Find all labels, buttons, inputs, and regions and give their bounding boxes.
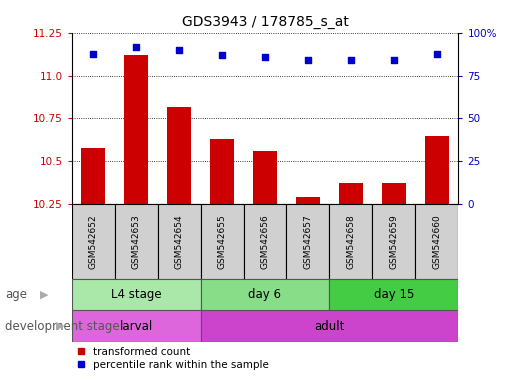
Bar xyxy=(287,204,330,279)
Point xyxy=(132,44,140,50)
Text: GSM542658: GSM542658 xyxy=(347,214,356,269)
Text: GSM542655: GSM542655 xyxy=(217,214,226,269)
Bar xyxy=(425,136,449,204)
Text: development stage: development stage xyxy=(5,319,120,333)
Bar xyxy=(167,106,191,204)
Legend: transformed count, percentile rank within the sample: transformed count, percentile rank withi… xyxy=(77,347,269,370)
Bar xyxy=(243,204,287,279)
Text: ▶: ▶ xyxy=(40,290,48,300)
Bar xyxy=(296,197,320,204)
Bar xyxy=(382,184,406,204)
Bar xyxy=(330,204,373,279)
Bar xyxy=(200,310,458,342)
Text: age: age xyxy=(5,288,28,301)
Bar xyxy=(124,55,148,204)
Bar xyxy=(72,279,200,310)
Text: GSM542656: GSM542656 xyxy=(261,214,269,269)
Bar xyxy=(72,204,114,279)
Point xyxy=(89,50,98,56)
Point xyxy=(304,57,312,63)
Bar xyxy=(81,147,105,204)
Bar xyxy=(200,279,330,310)
Bar xyxy=(72,310,200,342)
Text: GSM542657: GSM542657 xyxy=(304,214,313,269)
Bar xyxy=(157,204,200,279)
Point xyxy=(175,47,183,53)
Bar xyxy=(114,204,157,279)
Title: GDS3943 / 178785_s_at: GDS3943 / 178785_s_at xyxy=(182,15,348,29)
Text: ▶: ▶ xyxy=(56,321,64,331)
Bar xyxy=(330,279,458,310)
Text: larval: larval xyxy=(119,319,153,333)
Point xyxy=(390,57,398,63)
Text: GSM542652: GSM542652 xyxy=(89,214,98,269)
Bar xyxy=(210,139,234,204)
Text: GSM542660: GSM542660 xyxy=(432,214,441,269)
Text: GSM542654: GSM542654 xyxy=(174,214,183,269)
Text: L4 stage: L4 stage xyxy=(111,288,161,301)
Bar xyxy=(200,204,243,279)
Text: day 15: day 15 xyxy=(374,288,414,301)
Bar xyxy=(339,184,363,204)
Bar xyxy=(253,151,277,204)
Text: day 6: day 6 xyxy=(249,288,281,301)
Bar xyxy=(416,204,458,279)
Text: GSM542653: GSM542653 xyxy=(131,214,140,269)
Point xyxy=(261,54,269,60)
Text: GSM542659: GSM542659 xyxy=(390,214,399,269)
Point xyxy=(218,52,226,58)
Point xyxy=(432,50,441,56)
Text: adult: adult xyxy=(314,319,344,333)
Point xyxy=(347,57,355,63)
Bar xyxy=(373,204,416,279)
